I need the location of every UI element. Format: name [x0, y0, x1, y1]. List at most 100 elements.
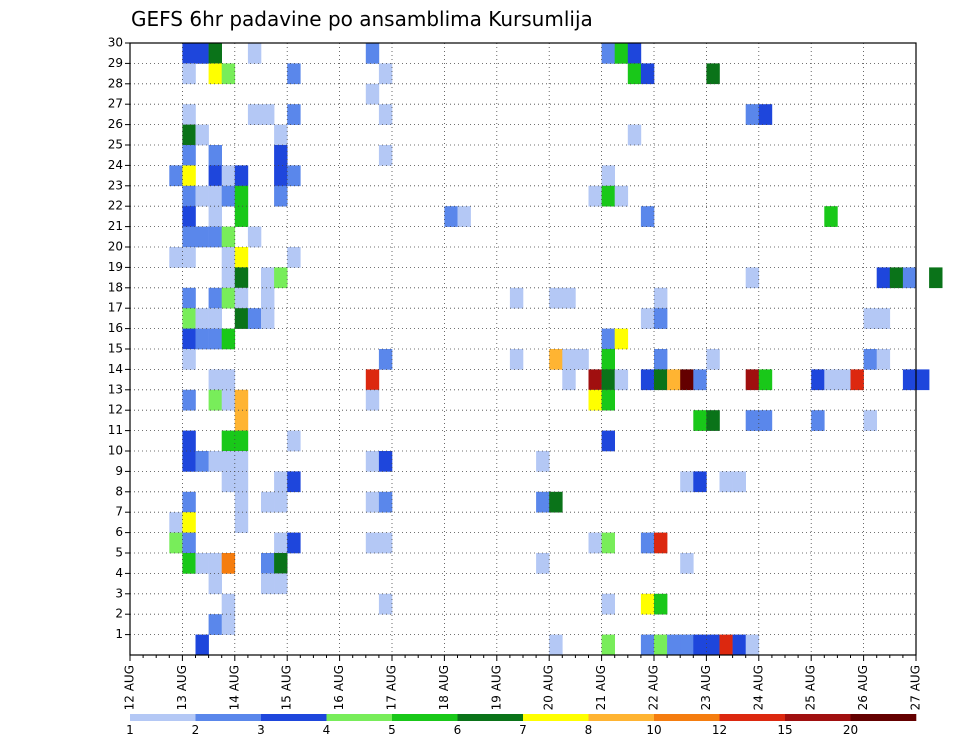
heatmap-cell — [182, 104, 196, 125]
heatmap-cell — [536, 451, 550, 472]
y-tick-label: 10 — [108, 444, 123, 458]
y-tick-label: 15 — [108, 342, 123, 356]
heatmap-cell — [221, 185, 236, 207]
heatmap-cell — [745, 369, 760, 391]
heatmap-cell — [182, 165, 196, 187]
heatmap-cell — [378, 104, 393, 125]
heatmap-cell — [182, 206, 196, 227]
heatmap-cell — [601, 430, 615, 452]
heatmap-cell — [588, 532, 602, 554]
heatmap-cell — [601, 349, 615, 370]
colorbar-label: 20 — [843, 723, 858, 737]
x-tick-label: 15 AUG — [280, 665, 294, 710]
heatmap-cell — [287, 63, 301, 85]
colorbar-label: 1 — [126, 723, 134, 737]
y-tick-label: 23 — [108, 178, 123, 192]
colorbar-swatch — [195, 714, 262, 721]
heatmap-cell — [640, 369, 655, 391]
heatmap-cell — [889, 267, 904, 289]
heatmap-cell — [182, 491, 196, 513]
x-tick-label: 27 AUG — [909, 665, 923, 710]
x-tick-label: 14 AUG — [227, 665, 241, 710]
y-tick-label: 6 — [115, 525, 123, 539]
heatmap-cell — [182, 247, 196, 268]
y-tick-label: 12 — [108, 403, 123, 417]
heatmap-cell — [863, 410, 877, 431]
heatmap-cell — [863, 349, 877, 370]
x-tick-label: 12 AUG — [123, 665, 137, 710]
heatmap-cell — [195, 634, 209, 656]
colorbar-label: 3 — [257, 723, 265, 737]
y-tick-label: 28 — [108, 76, 123, 90]
heatmap-cell — [680, 634, 694, 656]
colorbar-swatch — [588, 714, 655, 721]
heatmap-cell — [208, 63, 222, 85]
heatmap-cell — [824, 369, 838, 391]
heatmap-cell — [261, 553, 275, 574]
heatmap-cell — [378, 451, 393, 472]
heatmap-cell — [247, 308, 262, 329]
heatmap-cell — [549, 491, 563, 513]
heatmap-cell — [588, 369, 602, 391]
heatmap-cell — [169, 532, 183, 554]
heatmap-cell — [261, 573, 275, 595]
heatmap-cell — [536, 491, 550, 513]
heatmap-cell — [601, 634, 615, 656]
y-tick-label: 18 — [108, 280, 123, 294]
y-tick-label: 19 — [108, 260, 123, 274]
heatmap-cell — [732, 471, 746, 493]
x-tick-label: 13 AUG — [175, 665, 189, 710]
heatmap-cell — [208, 451, 222, 472]
colorbar: 1 2 3 4 5 6 7 8 10 12 15 20 — [126, 714, 917, 737]
heatmap-cell — [654, 532, 668, 554]
heatmap-cell — [640, 63, 655, 85]
heatmap-cell — [261, 308, 275, 329]
heatmap-cell — [221, 430, 236, 452]
heatmap-cell — [287, 430, 301, 452]
heatmap-cell — [221, 287, 236, 309]
heatmap-cell — [706, 63, 720, 85]
heatmap-cell — [234, 206, 249, 227]
heatmap-cell — [261, 104, 275, 125]
heatmap-cell — [732, 634, 746, 656]
heatmap-cell — [876, 267, 891, 289]
heatmap-cell — [758, 410, 773, 431]
heatmap-cell — [234, 247, 249, 268]
heatmap-cell — [693, 410, 707, 431]
heatmap-cell — [182, 43, 196, 64]
x-tick-label: 23 AUG — [699, 665, 713, 710]
heatmap-cell — [536, 553, 550, 574]
heatmap-cell — [208, 573, 222, 595]
heatmap-cell — [549, 287, 563, 309]
heatmap-cell — [680, 369, 694, 391]
heatmap-cell — [850, 369, 864, 391]
heatmap-cell — [654, 634, 668, 656]
heatmap-cell — [745, 410, 760, 431]
heatmap-cell — [680, 553, 694, 574]
heatmap-cell — [378, 532, 393, 554]
heatmap-cell — [182, 349, 196, 370]
y-tick-label: 27 — [108, 97, 123, 111]
heatmap-cell — [234, 430, 249, 452]
heatmap-cell — [444, 206, 458, 227]
heatmap-cell — [221, 471, 236, 493]
heatmap-cell — [208, 369, 222, 391]
y-tick-label: 17 — [108, 301, 123, 315]
heatmap-cell — [221, 614, 236, 635]
heatmap-cell — [876, 349, 891, 370]
heatmap-cell — [640, 593, 655, 615]
heatmap-cell — [601, 43, 615, 64]
colorbar-swatch — [261, 714, 327, 721]
heatmap-cell — [195, 43, 209, 64]
heatmap-cell — [365, 83, 380, 105]
colorbar-label: 2 — [192, 723, 200, 737]
heatmap-cell — [614, 328, 629, 350]
y-tick-label: 8 — [115, 484, 123, 498]
heatmap-cell — [287, 104, 301, 125]
y-tick-label: 26 — [108, 117, 123, 131]
heatmap-cell — [274, 185, 288, 207]
y-tick-label: 9 — [115, 464, 123, 478]
chart-title: GEFS 6hr padavine po ansamblima Kursumli… — [131, 7, 593, 31]
heatmap-cell — [221, 226, 236, 248]
heatmap-cell — [654, 369, 668, 391]
